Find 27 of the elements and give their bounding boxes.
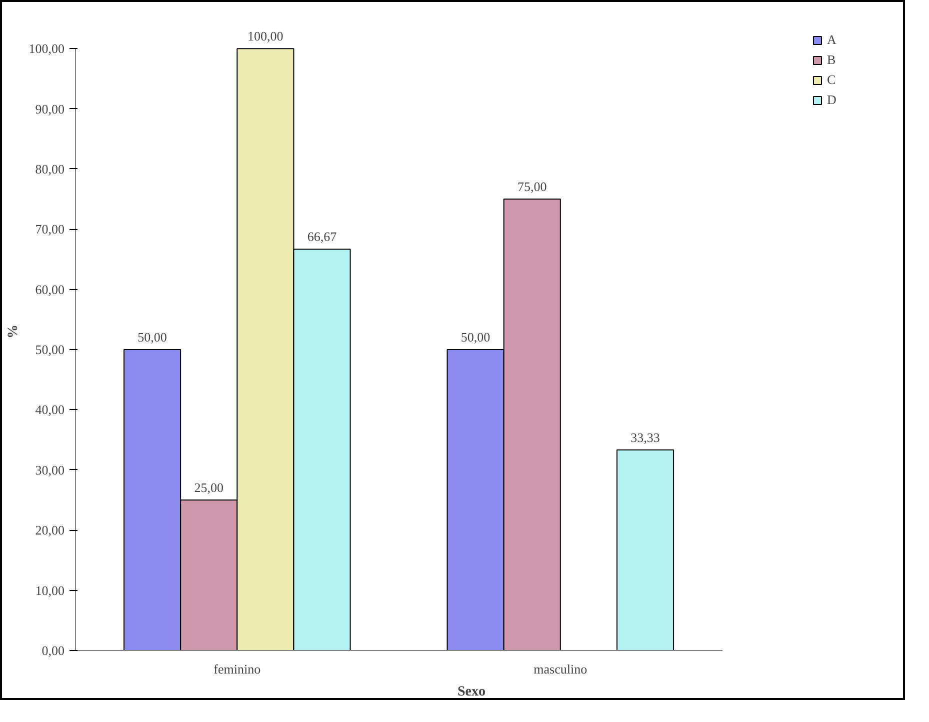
y-tick-label: 80,00	[35, 161, 64, 176]
y-tick-label: 0,00	[42, 643, 64, 658]
y-tick-label: 100,00	[28, 41, 64, 56]
y-tick-label: 60,00	[35, 282, 64, 297]
x-axis-title: Sexo	[458, 684, 486, 700]
y-tick-label: 70,00	[35, 222, 64, 237]
data-label: 25,00	[194, 480, 224, 496]
data-label: 100,00	[248, 28, 284, 44]
legend-label: A	[827, 32, 838, 48]
legend-label: D	[827, 92, 838, 108]
data-label: 75,00	[517, 179, 547, 194]
x-tick-label: feminino	[214, 662, 261, 676]
y-tick-label: 10,00	[35, 582, 64, 598]
data-label: 66,67	[307, 229, 338, 244]
bar	[616, 449, 674, 650]
data-label: 33,33	[630, 430, 660, 445]
x-tick-label: masculino	[534, 662, 588, 676]
y-tick-label: 90,00	[35, 101, 64, 116]
y-axis-title: %	[6, 324, 21, 338]
data-label: 50,00	[460, 330, 490, 345]
y-tick-label: 50,00	[35, 342, 64, 358]
y-tick-label: 20,00	[35, 522, 64, 538]
y-tick-label: 30,00	[35, 462, 64, 478]
legend-label: C	[827, 72, 837, 88]
legend-label: B	[827, 52, 837, 68]
y-tick-label: 40,00	[35, 402, 64, 418]
data-label: 50,00	[138, 330, 167, 345]
